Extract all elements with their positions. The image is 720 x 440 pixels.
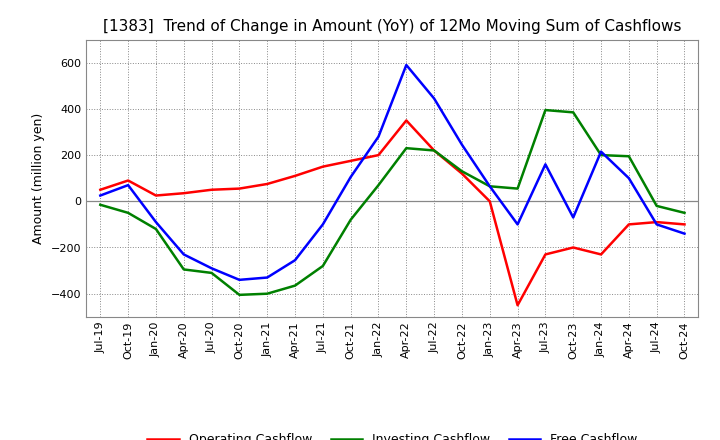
Free Cashflow xyxy=(569,215,577,220)
Investing Cashflow xyxy=(96,202,104,207)
Investing Cashflow xyxy=(152,226,161,231)
Free Cashflow xyxy=(652,222,661,227)
Operating Cashflow xyxy=(318,164,327,169)
Free Cashflow xyxy=(624,176,633,181)
Operating Cashflow xyxy=(597,252,606,257)
Free Cashflow xyxy=(346,174,355,180)
Operating Cashflow xyxy=(680,222,689,227)
Operating Cashflow xyxy=(374,152,383,158)
Investing Cashflow xyxy=(458,169,467,174)
Free Cashflow xyxy=(124,183,132,188)
Investing Cashflow xyxy=(124,210,132,216)
Investing Cashflow xyxy=(569,110,577,115)
Operating Cashflow xyxy=(569,245,577,250)
Operating Cashflow xyxy=(541,252,550,257)
Y-axis label: Amount (million yen): Amount (million yen) xyxy=(32,113,45,244)
Free Cashflow xyxy=(207,266,216,271)
Operating Cashflow xyxy=(458,171,467,176)
Investing Cashflow xyxy=(346,217,355,222)
Operating Cashflow xyxy=(179,191,188,196)
Free Cashflow xyxy=(680,231,689,236)
Operating Cashflow xyxy=(124,178,132,183)
Operating Cashflow xyxy=(263,181,271,187)
Line: Free Cashflow: Free Cashflow xyxy=(100,65,685,280)
Operating Cashflow xyxy=(485,198,494,204)
Title: [1383]  Trend of Change in Amount (YoY) of 12Mo Moving Sum of Cashflows: [1383] Trend of Change in Amount (YoY) o… xyxy=(103,19,682,34)
Free Cashflow xyxy=(541,161,550,167)
Investing Cashflow xyxy=(597,152,606,158)
Free Cashflow xyxy=(263,275,271,280)
Line: Investing Cashflow: Investing Cashflow xyxy=(100,110,685,295)
Investing Cashflow xyxy=(179,267,188,272)
Free Cashflow xyxy=(235,277,243,282)
Operating Cashflow xyxy=(430,148,438,153)
Investing Cashflow xyxy=(235,292,243,297)
Free Cashflow xyxy=(318,222,327,227)
Investing Cashflow xyxy=(207,270,216,275)
Operating Cashflow xyxy=(402,118,410,123)
Free Cashflow xyxy=(485,183,494,189)
Operating Cashflow xyxy=(624,222,633,227)
Free Cashflow xyxy=(96,193,104,198)
Line: Operating Cashflow: Operating Cashflow xyxy=(100,121,685,305)
Free Cashflow xyxy=(402,62,410,68)
Operating Cashflow xyxy=(291,173,300,179)
Investing Cashflow xyxy=(652,203,661,209)
Operating Cashflow xyxy=(346,158,355,164)
Investing Cashflow xyxy=(291,283,300,288)
Operating Cashflow xyxy=(152,193,161,198)
Free Cashflow xyxy=(374,134,383,139)
Free Cashflow xyxy=(430,96,438,101)
Investing Cashflow xyxy=(374,183,383,188)
Investing Cashflow xyxy=(402,146,410,151)
Investing Cashflow xyxy=(318,263,327,268)
Operating Cashflow xyxy=(513,303,522,308)
Free Cashflow xyxy=(597,149,606,154)
Free Cashflow xyxy=(291,257,300,263)
Free Cashflow xyxy=(179,252,188,257)
Investing Cashflow xyxy=(430,148,438,153)
Investing Cashflow xyxy=(485,183,494,189)
Operating Cashflow xyxy=(235,186,243,191)
Operating Cashflow xyxy=(96,187,104,192)
Free Cashflow xyxy=(458,142,467,147)
Free Cashflow xyxy=(152,220,161,225)
Investing Cashflow xyxy=(513,186,522,191)
Investing Cashflow xyxy=(680,210,689,216)
Legend: Operating Cashflow, Investing Cashflow, Free Cashflow: Operating Cashflow, Investing Cashflow, … xyxy=(143,429,642,440)
Operating Cashflow xyxy=(207,187,216,192)
Investing Cashflow xyxy=(263,291,271,297)
Investing Cashflow xyxy=(541,107,550,113)
Free Cashflow xyxy=(513,222,522,227)
Investing Cashflow xyxy=(624,154,633,159)
Operating Cashflow xyxy=(652,220,661,225)
